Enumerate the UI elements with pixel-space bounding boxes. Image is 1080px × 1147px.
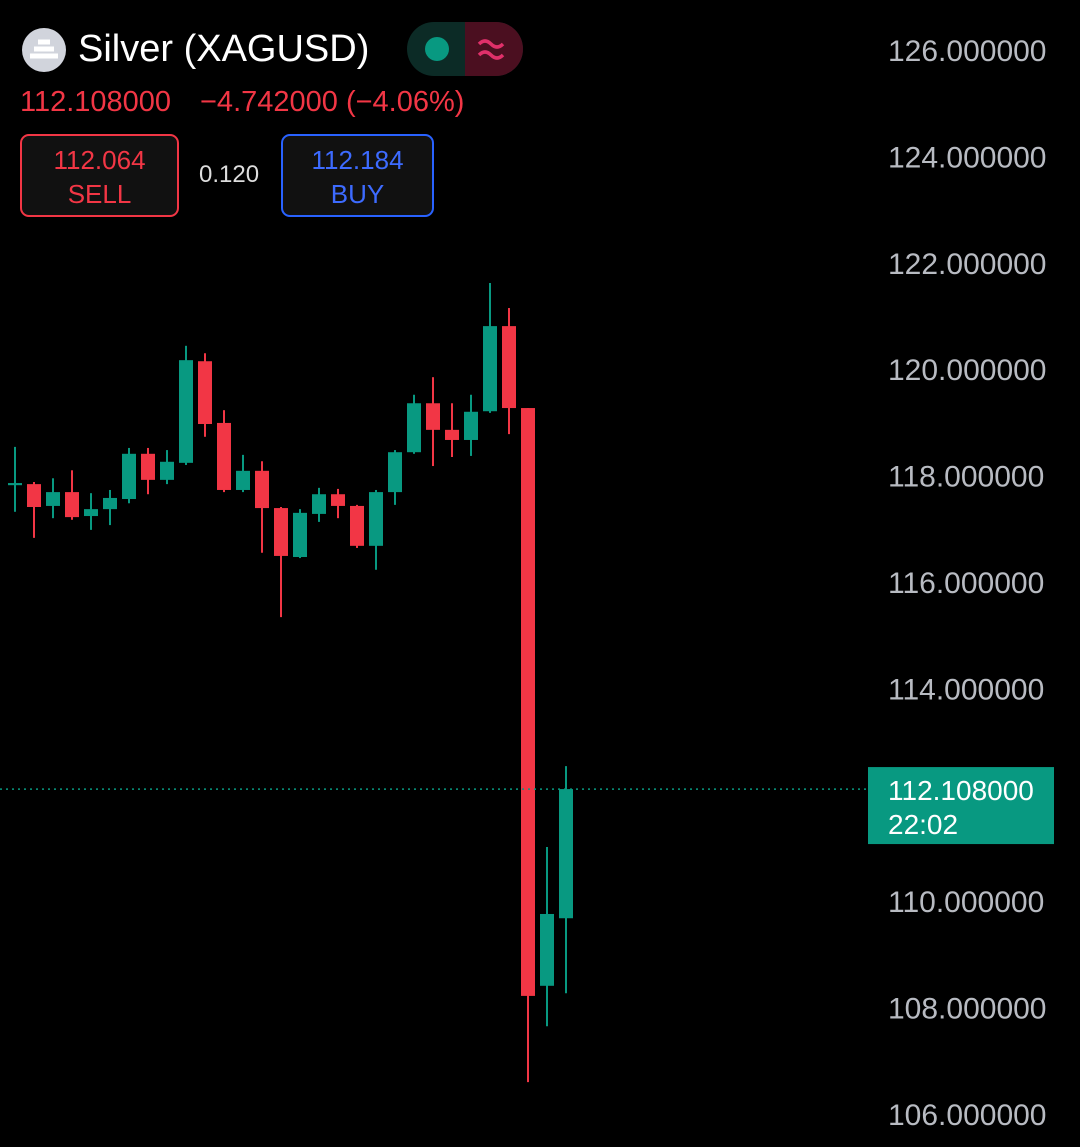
candle-body [426,403,440,430]
y-tick-label: 108.000000 [888,993,1047,1026]
price: 112.108000 [20,86,172,118]
symbol-title: Silver (XAGUSD) [78,28,370,70]
candle-body [198,361,212,425]
candle-body [521,408,535,996]
y-tick-label: 110.000000 [888,886,1044,919]
candle-body [502,326,516,409]
candle-body [312,494,326,514]
y-tick-label: 114.000000 [888,673,1044,706]
last-price-label: 112.108000 [888,775,1034,806]
buy-price: 112.184 [311,145,404,175]
candle-body [65,492,79,518]
status-toggle-right[interactable] [465,22,523,76]
candle-body [84,509,98,517]
candle-body [179,360,193,463]
candle-body [350,505,364,546]
candle-body [331,494,345,506]
spread: 0.120 [199,161,260,188]
sell-label: SELL [67,179,132,209]
candle-body [217,422,231,490]
candle-body [559,789,573,919]
candle-body [46,492,60,506]
y-tick-label: 118.000000 [888,461,1044,494]
y-tick-label: 116.000000 [888,567,1044,600]
candle-body [540,913,554,986]
silver-icon-bars [30,39,58,59]
candle-body [103,497,117,510]
buy-button[interactable]: 112.184 BUY [281,134,434,217]
last-price-box [868,767,1054,845]
candle-body [122,453,136,500]
candle-body [236,470,250,490]
candle-body [160,461,174,480]
candle-body [27,484,41,507]
candle-body [464,411,478,440]
candle-body [388,452,402,493]
price-change: −4.742000 (−4.06%) [200,86,465,118]
candle-body [141,453,155,480]
candle-body [255,470,269,509]
candle-body [445,429,459,440]
y-tick-label: 122.000000 [888,248,1047,281]
candle-body [8,483,22,486]
tilde-icon [477,39,505,60]
y-tick-label: 124.000000 [888,141,1047,174]
candle-body [407,403,421,453]
y-tick-label: 120.000000 [888,354,1047,387]
candle-body [274,508,288,556]
candle-body [293,512,307,558]
buy-label: BUY [330,179,385,209]
y-tick-label: 126.000000 [888,35,1047,68]
candle-body [483,326,497,412]
sell-price: 112.064 [53,145,146,175]
candle-body [369,492,383,546]
market-open-dot [425,37,449,61]
sell-button[interactable]: 112.064 SELL [20,134,179,217]
countdown: 22:02 [888,809,958,840]
header-icons [22,22,523,76]
y-tick-label: 106.000000 [888,1099,1047,1132]
